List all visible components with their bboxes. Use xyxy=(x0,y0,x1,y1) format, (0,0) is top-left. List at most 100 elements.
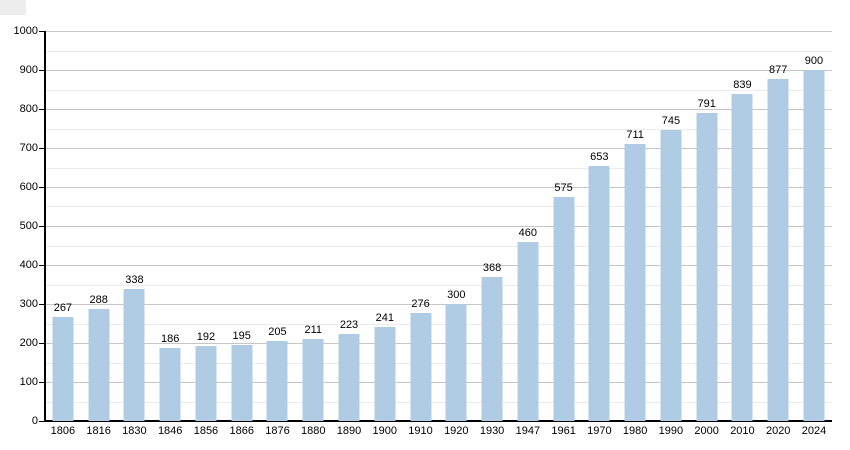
y-tick-label: 600 xyxy=(19,181,38,193)
gridline-minor xyxy=(45,285,832,286)
y-tick-label: 300 xyxy=(19,298,38,310)
gridline-major xyxy=(45,265,832,266)
x-tick-label: 1920 xyxy=(444,425,469,437)
bar-1910 xyxy=(410,313,432,421)
gridline-major xyxy=(45,226,832,227)
bar-value-label: 288 xyxy=(89,294,108,306)
y-tick-mark xyxy=(39,70,46,71)
bar-1930 xyxy=(481,277,503,421)
bar-value-label: 195 xyxy=(232,330,251,342)
y-tick-label: 800 xyxy=(19,103,38,115)
bar-slot: 288 xyxy=(81,31,117,421)
bar-value-label: 900 xyxy=(804,55,824,67)
x-axis-labels: 1806 1816 1830 1846 1856 1866 1876 1880 1890 1900… xyxy=(45,425,832,437)
x-tick-label: 1866 xyxy=(229,425,254,437)
gridline-major xyxy=(45,382,832,383)
bar-2024 xyxy=(803,70,825,421)
gridline-minor xyxy=(45,246,832,247)
gridline-minor xyxy=(45,363,832,364)
bar-1980 xyxy=(624,144,646,421)
bar-1990 xyxy=(660,130,682,421)
x-tick-label: 1830 xyxy=(122,425,147,437)
y-tick-label: 700 xyxy=(19,142,38,154)
bar-1866 xyxy=(231,345,253,421)
bar-slot: 276 xyxy=(403,31,439,421)
x-tick-label: 1876 xyxy=(265,425,290,437)
y-tick-label: 500 xyxy=(19,220,38,232)
x-tick-label: 1816 xyxy=(86,425,111,437)
bar-1880 xyxy=(302,339,324,421)
bar-value-label: 839 xyxy=(733,79,752,91)
bar-slot: 300 xyxy=(438,31,474,421)
bar-slot: 223 xyxy=(331,31,367,421)
x-tick-label: 2010 xyxy=(730,425,755,437)
bar-1890 xyxy=(338,334,360,421)
y-tick-label: 400 xyxy=(19,259,38,271)
x-tick-label: 1990 xyxy=(658,425,684,437)
bar-1961 xyxy=(553,197,575,421)
gridline-major xyxy=(45,148,832,149)
bar-value-label: 267 xyxy=(53,302,73,314)
gridline-minor xyxy=(45,90,832,91)
y-tick-mark xyxy=(39,109,46,110)
bar-1856 xyxy=(195,346,217,421)
bar-slot: 791 xyxy=(689,31,725,421)
x-tick-label: 2000 xyxy=(694,425,719,437)
y-axis-line xyxy=(44,31,46,422)
plot-area: 267 288 338 186 192 195 205 211 223 241 276 300 368 4… xyxy=(45,31,832,421)
bar-slot: 195 xyxy=(224,31,260,421)
bar-value-label: 575 xyxy=(554,182,573,194)
x-tick-label: 1846 xyxy=(157,425,183,437)
bar-1920 xyxy=(445,304,467,421)
bar-slot: 241 xyxy=(367,31,403,421)
bar-slot: 745 xyxy=(653,31,689,421)
bar-value-label: 205 xyxy=(268,326,287,338)
x-tick-label: 2020 xyxy=(765,425,791,437)
bar-slot: 192 xyxy=(188,31,224,421)
x-tick-label: 1890 xyxy=(336,425,362,437)
bar-value-label: 186 xyxy=(160,333,180,345)
bar-value-label: 223 xyxy=(339,319,359,331)
bar-1876 xyxy=(266,341,288,421)
x-tick-label: 1930 xyxy=(479,425,505,437)
bar-2010 xyxy=(731,94,753,421)
x-tick-label: 1947 xyxy=(515,425,541,437)
bar-1846 xyxy=(159,348,181,421)
gridline-minor xyxy=(45,324,832,325)
bar-1830 xyxy=(123,289,145,421)
bar-value-label: 791 xyxy=(697,98,716,110)
y-tick-mark xyxy=(39,421,46,422)
y-tick-label: 0 xyxy=(31,415,38,427)
y-tick-label: 1000 xyxy=(13,25,38,37)
gridline-major xyxy=(45,304,832,305)
bar-value-label: 877 xyxy=(769,64,788,76)
bar-value-label: 211 xyxy=(304,324,323,336)
x-axis-line xyxy=(44,420,832,422)
x-tick-label: 2024 xyxy=(801,425,827,437)
y-tick-label: 100 xyxy=(19,376,38,388)
y-tick-mark xyxy=(39,187,46,188)
bar-1806 xyxy=(52,317,74,421)
gridline-major xyxy=(45,109,832,110)
gridline-minor xyxy=(45,402,832,403)
y-tick-label: 900 xyxy=(19,64,38,76)
bar-slot: 711 xyxy=(617,31,653,421)
gridline-minor xyxy=(45,129,832,130)
bar-slot: 575 xyxy=(546,31,582,421)
x-tick-label: 1806 xyxy=(50,425,76,437)
gridline-major xyxy=(45,343,832,344)
bar-slot: 267 xyxy=(45,31,81,421)
bar-value-label: 276 xyxy=(411,298,430,310)
corner-artifact xyxy=(0,0,26,15)
bar-slot: 368 xyxy=(474,31,510,421)
gridline-minor xyxy=(45,51,832,52)
bar-slot: 211 xyxy=(295,31,331,421)
y-tick-mark xyxy=(39,343,46,344)
bar-value-label: 711 xyxy=(626,129,644,141)
bar-slot: 900 xyxy=(796,31,832,421)
x-tick-label: 1910 xyxy=(408,425,433,437)
gridline-minor xyxy=(45,206,832,207)
bar-slot: 338 xyxy=(117,31,153,421)
gridline-minor xyxy=(45,168,832,169)
x-tick-label: 1880 xyxy=(301,425,326,437)
